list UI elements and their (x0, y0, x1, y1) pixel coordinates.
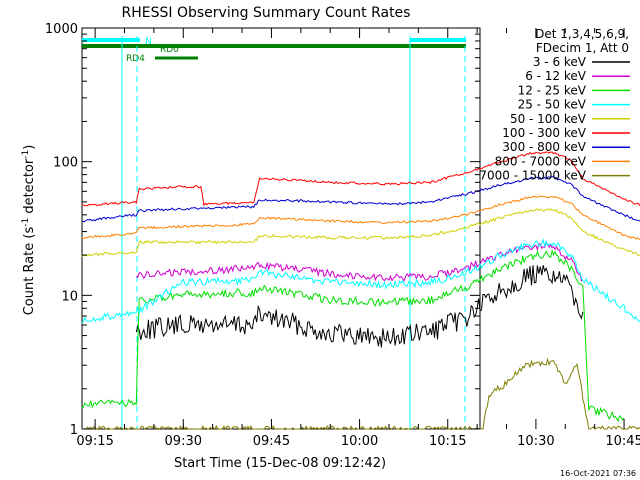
series-line (81, 195, 640, 241)
y-tick-label: 10 (61, 289, 78, 304)
y-tick-label: 100 (53, 156, 78, 171)
x-tick-label: 09:45 (253, 434, 290, 449)
y-tick-label: 1000 (45, 22, 78, 37)
x-tick-label: 09:15 (76, 434, 113, 449)
rd4-label: RD4 (126, 54, 145, 64)
chart-title: RHESSI Observing Summary Count Rates (122, 5, 411, 21)
series-line (81, 248, 625, 423)
x-axis-label: Start Time (15-Dec-08 09:12:42) (174, 456, 386, 471)
y-label-end: ) (22, 145, 37, 150)
x-tick-label: 10:30 (517, 434, 554, 449)
legend-label: 300 - 800 keV (502, 140, 586, 154)
y-label-mid: detector (22, 158, 37, 218)
rd0-label: RD0 (160, 45, 179, 55)
series-line (81, 357, 640, 431)
legend-label: 100 - 300 keV (502, 126, 586, 140)
y-label-base: Count Rate (s (22, 227, 37, 316)
y-label-sup1: -1 (21, 218, 31, 227)
plot-area: N RD0 RD4 (81, 27, 640, 431)
legend-label: 3 - 6 keV (533, 55, 587, 69)
legend-label: 800 - 7000 keV (495, 154, 587, 168)
x-axis: 09:15 09:30 09:45 10:00 10:15 10:30 10:45 (76, 28, 640, 449)
series-line (81, 208, 640, 257)
series-line (135, 241, 584, 282)
x-tick-label: 10:45 (605, 434, 640, 449)
y-axis-label: Count Rate (s-1 detector-1) (21, 145, 37, 316)
plot-frame (81, 27, 481, 430)
y-label-sup2: -1 (21, 150, 31, 159)
annotation-layer: N RD0 RD4 (82, 36, 466, 429)
x-tick-label: 09:30 (165, 434, 202, 449)
series-layer (81, 151, 640, 431)
legend-label: 7000 - 15000 keV (479, 169, 586, 183)
timestamp: 16-Oct-2021 07:36 (560, 469, 636, 478)
legend-label: 12 - 25 keV (518, 83, 587, 97)
legend: Det 1,3,4,5,6,9, FDecim 1, Att 0 3 - 6 k… (479, 27, 630, 183)
series-line (81, 237, 640, 324)
legend-label: 50 - 100 keV (510, 112, 587, 126)
legend-label: 6 - 12 keV (525, 69, 587, 83)
series-line (81, 151, 640, 207)
y-tick-label: 1 (70, 423, 78, 438)
y-axis: 1 10 100 1000 (45, 22, 480, 438)
series-line (135, 265, 584, 348)
legend-label: 25 - 50 keV (518, 98, 587, 112)
legend-header-line-2: FDecim 1, Att 0 (536, 41, 629, 55)
legend-header-line-1: Det 1,3,4,5,6,9, (535, 27, 629, 41)
x-tick-label: 10:15 (429, 434, 466, 449)
night-label: N (145, 37, 152, 47)
series-line (81, 176, 640, 223)
x-tick-label: 10:00 (341, 434, 378, 449)
